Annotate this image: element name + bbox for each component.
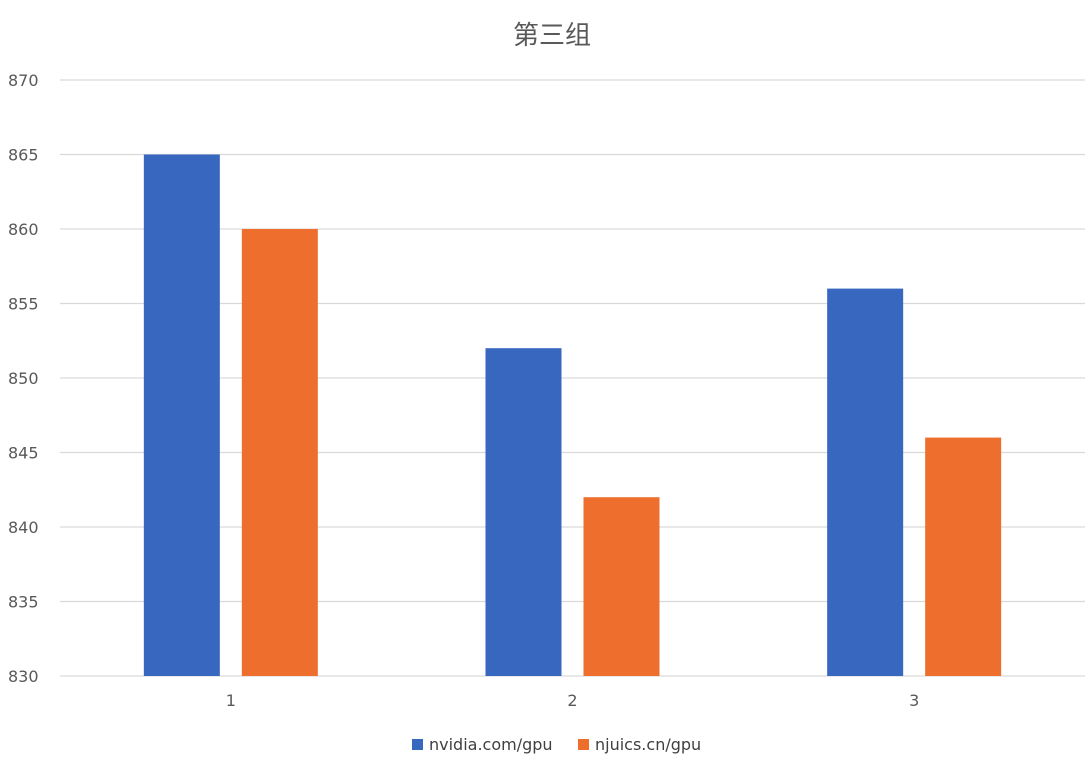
y-tick-label: 830: [8, 667, 39, 686]
bar-nvidia-1: [143, 154, 220, 676]
x-tick-label: 2: [567, 691, 577, 710]
y-tick-label: 865: [8, 146, 39, 165]
legend-swatch: [412, 739, 423, 750]
y-tick-label: 850: [8, 369, 39, 388]
legend-label: nvidia.com/gpu: [429, 735, 553, 754]
bar-njuics-3: [925, 437, 1002, 676]
y-tick-label: 870: [8, 71, 39, 90]
y-tick-label: 860: [8, 220, 39, 239]
y-tick-label: 835: [8, 593, 39, 612]
x-tick-label: 3: [909, 691, 919, 710]
bar-nvidia-2: [485, 348, 562, 676]
y-tick-label: 845: [8, 444, 39, 463]
legend-swatch: [578, 739, 589, 750]
y-axis-tick-labels: 830 835 840 845 850 855 860 865 870: [8, 71, 39, 686]
bar-njuics-1: [241, 229, 318, 676]
legend-label: njuics.cn/gpu: [595, 735, 701, 754]
bar-nvidia-3: [827, 288, 904, 676]
gridlines: [60, 79, 1085, 677]
chart-title: 第三组: [513, 21, 591, 51]
bar-njuics-2: [583, 497, 660, 676]
y-tick-label: 840: [8, 518, 39, 537]
x-tick-label: 1: [226, 691, 236, 710]
bars: [143, 154, 1002, 676]
y-tick-label: 855: [8, 295, 39, 314]
legend: nvidia.com/gpu njuics.cn/gpu: [412, 735, 701, 754]
x-axis-tick-labels: 1 2 3: [226, 691, 920, 710]
